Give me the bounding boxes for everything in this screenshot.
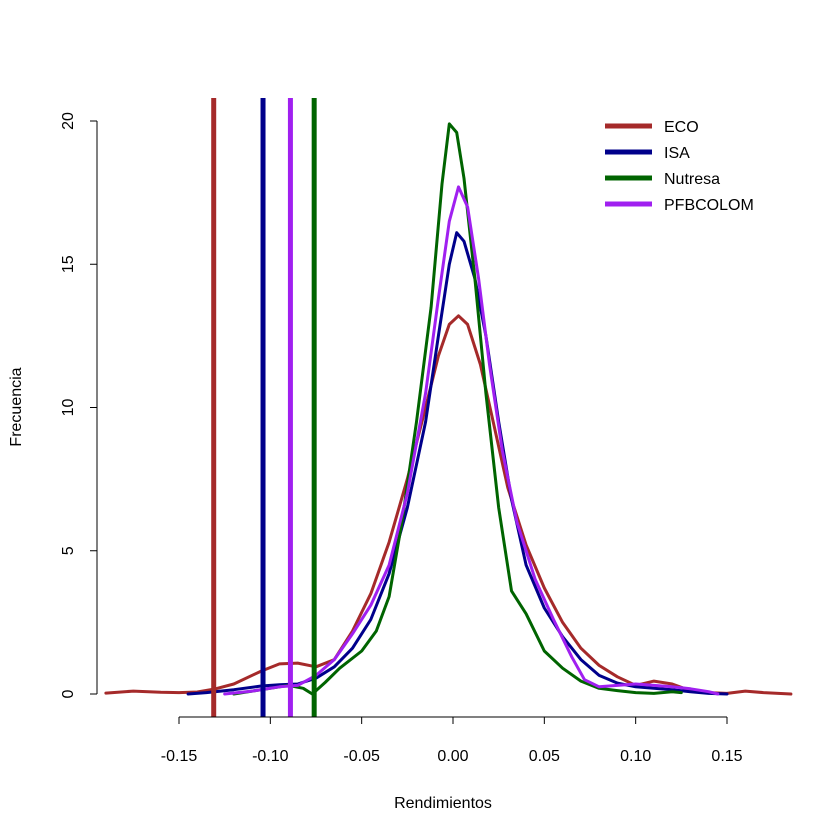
x-axis-ticks: -0.15 -0.10 -0.05 0.00 0.05 0.10 0.15: [161, 717, 743, 765]
x-tick-label: 0.15: [711, 748, 742, 765]
y-axis-ticks: 0 5 10 15 20: [60, 112, 97, 698]
x-axis-title: Rendimientos: [394, 795, 492, 812]
y-tick-label: 15: [60, 255, 77, 273]
density-curve-pfbcolom: [223, 185, 720, 696]
x-tick-label: 0.10: [620, 748, 651, 765]
legend: ECO ISA Nutresa PFBCOLOM: [605, 119, 754, 214]
legend-label-nutresa: Nutresa: [664, 171, 720, 188]
legend-label-eco: ECO: [664, 119, 699, 136]
y-tick-label: 5: [60, 546, 77, 555]
legend-label-pfbcolom: PFBCOLOM: [664, 197, 754, 214]
x-tick-label: 0.00: [437, 748, 468, 765]
threshold-lines: [211, 98, 317, 717]
y-axis-title: Frecuencia: [8, 367, 25, 446]
legend-label-isa: ISA: [664, 145, 690, 162]
y-tick-label: 20: [60, 112, 77, 130]
density-curve-nutresa: [232, 122, 683, 696]
x-tick-label: -0.15: [161, 748, 198, 765]
density-curve-isa: [186, 231, 729, 696]
x-tick-label: -0.10: [252, 748, 289, 765]
x-tick-label: -0.05: [343, 748, 380, 765]
density-curve-eco: [104, 314, 793, 696]
y-tick-label: 10: [60, 399, 77, 417]
y-tick-label: 0: [60, 689, 77, 698]
x-tick-label: 0.05: [529, 748, 560, 765]
